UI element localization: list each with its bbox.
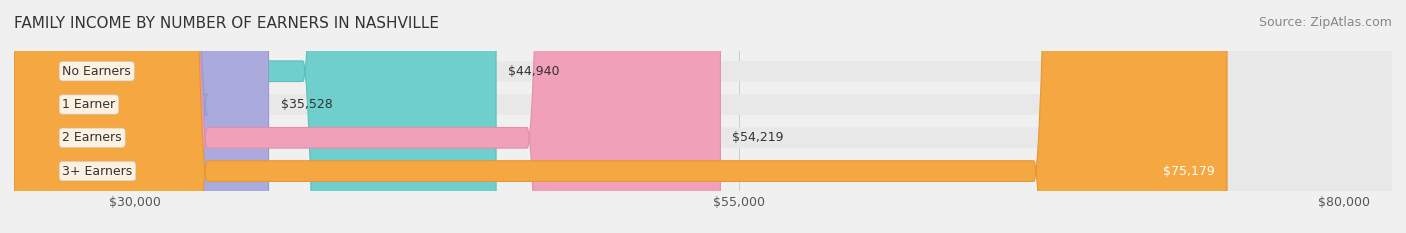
- Text: 2 Earners: 2 Earners: [62, 131, 122, 144]
- Text: FAMILY INCOME BY NUMBER OF EARNERS IN NASHVILLE: FAMILY INCOME BY NUMBER OF EARNERS IN NA…: [14, 16, 439, 31]
- FancyBboxPatch shape: [14, 0, 1392, 233]
- Text: 1 Earner: 1 Earner: [62, 98, 115, 111]
- Text: No Earners: No Earners: [62, 65, 131, 78]
- Text: $44,940: $44,940: [508, 65, 560, 78]
- FancyBboxPatch shape: [14, 0, 1392, 233]
- FancyBboxPatch shape: [14, 0, 1392, 233]
- FancyBboxPatch shape: [14, 0, 269, 233]
- Text: Source: ZipAtlas.com: Source: ZipAtlas.com: [1258, 16, 1392, 29]
- FancyBboxPatch shape: [14, 0, 1227, 233]
- Text: $75,179: $75,179: [1163, 164, 1215, 178]
- Text: 3+ Earners: 3+ Earners: [62, 164, 132, 178]
- FancyBboxPatch shape: [14, 0, 720, 233]
- Text: $35,528: $35,528: [281, 98, 332, 111]
- FancyBboxPatch shape: [14, 0, 1392, 233]
- Text: $54,219: $54,219: [733, 131, 785, 144]
- FancyBboxPatch shape: [14, 0, 496, 233]
